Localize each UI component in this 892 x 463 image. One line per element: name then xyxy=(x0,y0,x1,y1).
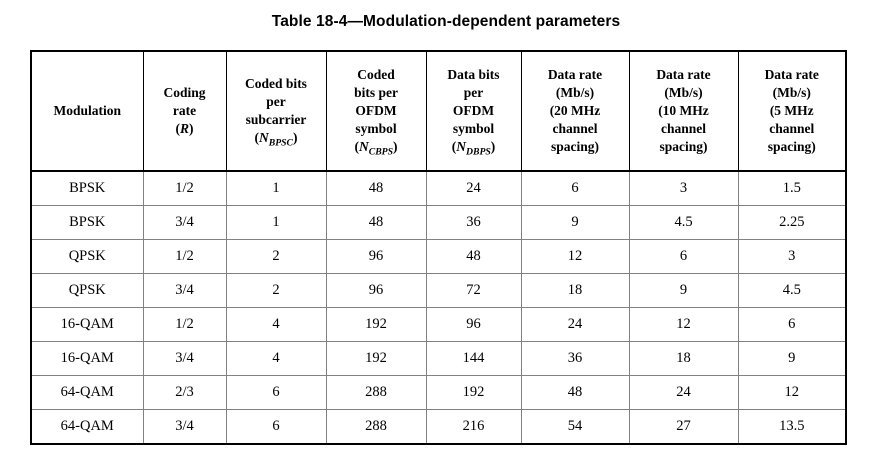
cell-5-5: 36 xyxy=(520,341,630,376)
cell-1-6: 4.5 xyxy=(628,205,739,240)
cell-0-5: 6 xyxy=(520,170,630,206)
cell-2-5: 12 xyxy=(520,239,630,274)
cell-4-2: 4 xyxy=(225,307,327,342)
table-body: BPSK 1/2 1 48 24 6 3 1.5 BPSK 3/4 1 48 36 9 4.5 2.25 QPS… xyxy=(30,170,847,445)
cell-7-3: 288 xyxy=(325,409,427,445)
cell-2-0: QPSK xyxy=(30,239,144,274)
column-header-1: Coding rate (R) xyxy=(142,50,227,172)
modulation-parameters-table: Modulation Coding rate (R) Coded bits per subc… xyxy=(30,50,847,445)
cell-4-5: 24 xyxy=(520,307,630,342)
cell-5-6: 18 xyxy=(628,341,739,376)
cell-1-1: 3/4 xyxy=(142,205,227,240)
table-row: BPSK 1/2 1 48 24 6 3 1.5 xyxy=(30,170,847,206)
cell-4-7: 6 xyxy=(737,307,847,342)
cell-3-5: 18 xyxy=(520,273,630,308)
cell-1-2: 1 xyxy=(225,205,327,240)
table-header: Modulation Coding rate (R) Coded bits per subc… xyxy=(30,50,847,172)
cell-3-4: 72 xyxy=(425,273,522,308)
cell-6-2: 6 xyxy=(225,375,327,410)
cell-2-7: 3 xyxy=(737,239,847,274)
cell-3-2: 2 xyxy=(225,273,327,308)
cell-4-3: 192 xyxy=(325,307,427,342)
cell-6-0: 64-QAM xyxy=(30,375,144,410)
table-row: 64-QAM 3/4 6 288 216 54 27 13.5 xyxy=(30,409,847,445)
table-row: 16-QAM 1/2 4 192 96 24 12 6 xyxy=(30,307,847,342)
cell-6-5: 48 xyxy=(520,375,630,410)
cell-1-7: 2.25 xyxy=(737,205,847,240)
cell-5-1: 3/4 xyxy=(142,341,227,376)
column-header-7: Data rate (Mb/s) (5 MHz channel spacing) xyxy=(737,50,847,172)
cell-2-4: 48 xyxy=(425,239,522,274)
table-caption: Table 18-4—Modulation-dependent paramete… xyxy=(271,13,621,30)
cell-4-6: 12 xyxy=(628,307,739,342)
table-row: BPSK 3/4 1 48 36 9 4.5 2.25 xyxy=(30,205,847,240)
table-row: 64-QAM 2/3 6 288 192 48 24 12 xyxy=(30,375,847,410)
cell-2-2: 2 xyxy=(225,239,327,274)
cell-6-7: 12 xyxy=(737,375,847,410)
cell-7-7: 13.5 xyxy=(737,409,847,445)
cell-5-0: 16-QAM xyxy=(30,341,144,376)
cell-6-3: 288 xyxy=(325,375,427,410)
column-header-4: Data bits per OFDM symbol (NDBPS) xyxy=(425,50,522,172)
cell-1-4: 36 xyxy=(425,205,522,240)
cell-3-6: 9 xyxy=(628,273,739,308)
header-row: Modulation Coding rate (R) Coded bits per subc… xyxy=(30,50,847,172)
cell-3-7: 4.5 xyxy=(737,273,847,308)
cell-1-5: 9 xyxy=(520,205,630,240)
cell-1-0: BPSK xyxy=(30,205,144,240)
cell-0-6: 3 xyxy=(628,170,739,206)
cell-0-1: 1/2 xyxy=(142,170,227,206)
column-header-5: Data rate (Mb/s) (20 MHz channel spacing) xyxy=(520,50,630,172)
cell-4-1: 1/2 xyxy=(142,307,227,342)
cell-7-0: 64-QAM xyxy=(30,409,144,445)
cell-7-6: 27 xyxy=(628,409,739,445)
column-header-2: Coded bits per subcarrier (NBPSC) xyxy=(225,50,327,172)
cell-7-1: 3/4 xyxy=(142,409,227,445)
cell-0-2: 1 xyxy=(225,170,327,206)
cell-4-0: 16-QAM xyxy=(30,307,144,342)
cell-0-4: 24 xyxy=(425,170,522,206)
table-row: 16-QAM 3/4 4 192 144 36 18 9 xyxy=(30,341,847,376)
cell-5-3: 192 xyxy=(325,341,427,376)
cell-6-1: 2/3 xyxy=(142,375,227,410)
cell-6-4: 192 xyxy=(425,375,522,410)
cell-5-4: 144 xyxy=(425,341,522,376)
cell-0-3: 48 xyxy=(325,170,427,206)
table-row: QPSK 1/2 2 96 48 12 6 3 xyxy=(30,239,847,274)
cell-3-0: QPSK xyxy=(30,273,144,308)
cell-6-6: 24 xyxy=(628,375,739,410)
cell-2-1: 1/2 xyxy=(142,239,227,274)
cell-5-2: 4 xyxy=(225,341,327,376)
column-header-0: Modulation xyxy=(30,50,144,172)
cell-3-3: 96 xyxy=(325,273,427,308)
cell-7-4: 216 xyxy=(425,409,522,445)
cell-0-7: 1.5 xyxy=(737,170,847,206)
cell-2-6: 6 xyxy=(628,239,739,274)
column-header-3: Coded bits per OFDM symbol (NCBPS) xyxy=(325,50,427,172)
table-row: QPSK 3/4 2 96 72 18 9 4.5 xyxy=(30,273,847,308)
cell-3-1: 3/4 xyxy=(142,273,227,308)
cell-7-2: 6 xyxy=(225,409,327,445)
cell-1-3: 48 xyxy=(325,205,427,240)
column-header-6: Data rate (Mb/s) (10 MHz channel spacing) xyxy=(628,50,739,172)
cell-7-5: 54 xyxy=(520,409,630,445)
cell-4-4: 96 xyxy=(425,307,522,342)
cell-0-0: BPSK xyxy=(30,170,144,206)
cell-2-3: 96 xyxy=(325,239,427,274)
cell-5-7: 9 xyxy=(737,341,847,376)
